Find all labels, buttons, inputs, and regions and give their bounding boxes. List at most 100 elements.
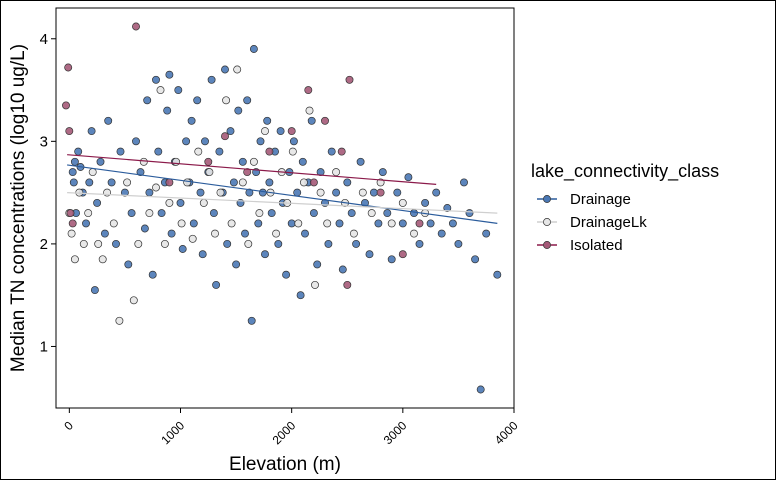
point-isolated-12 [304, 86, 313, 95]
point-isolated-3 [66, 209, 75, 218]
point-drainagelk-32 [233, 65, 242, 74]
point-drainage-10 [90, 286, 99, 295]
point-drainage-104 [378, 168, 387, 177]
point-drainagelk-36 [255, 209, 264, 218]
point-drainage-38 [182, 137, 191, 146]
point-drainage-31 [163, 106, 172, 115]
point-isolated-13 [309, 178, 318, 187]
point-drainage-108 [398, 219, 407, 228]
point-isolated-5 [132, 22, 140, 31]
legend-title: lake_connectivity_class [531, 161, 719, 182]
point-drainage-63 [247, 316, 256, 325]
point-isolated-6 [165, 178, 174, 187]
point-drainagelk-55 [387, 219, 396, 228]
point-drainage-16 [112, 239, 120, 248]
point-drainage-7 [82, 219, 90, 228]
point-drainage-117 [448, 219, 457, 228]
point-drainagelk-25 [194, 147, 203, 156]
point-drainage-37 [178, 245, 187, 253]
point-drainagelk-19 [160, 239, 169, 248]
point-drainage-29 [157, 209, 166, 218]
point-drainage-47 [207, 75, 216, 84]
point-drainage-2 [70, 157, 79, 166]
point-isolated-19 [398, 250, 407, 259]
point-drainagelk-31 [227, 219, 236, 228]
point-drainage-23 [140, 224, 149, 233]
point-drainagelk-5 [84, 209, 93, 218]
point-drainage-41 [189, 219, 198, 228]
point-drainage-92 [327, 147, 336, 156]
point-drainage-18 [120, 188, 129, 197]
point-isolated-17 [345, 75, 354, 84]
point-drainagelk-15 [139, 157, 148, 166]
point-drainage-96 [343, 178, 352, 187]
x-tick-label-1000: 1000 [158, 418, 187, 447]
point-drainage-118 [454, 239, 463, 248]
point-drainage-55 [229, 178, 238, 187]
point-drainage-9 [87, 127, 96, 136]
x-axis-label: Elevation (m) [229, 454, 341, 475]
trend-line-drainagelk [67, 192, 498, 214]
point-drainage-77 [282, 270, 291, 279]
point-drainagelk-11 [115, 316, 124, 325]
y-tick-label-1: 1 [40, 338, 48, 355]
point-drainage-17 [116, 147, 125, 156]
point-isolated-4 [68, 219, 77, 228]
legend-key-point-drainage [543, 195, 551, 203]
point-drainage-124 [493, 270, 502, 279]
point-drainage-93 [332, 188, 341, 197]
legend: lake_connectivity_class Drainage Drainage… [531, 161, 719, 254]
point-drainagelk-2 [70, 255, 79, 264]
point-drainagelk-29 [216, 188, 225, 197]
point-drainage-61 [243, 96, 252, 105]
point-drainagelk-49 [332, 168, 341, 177]
point-drainagelk-37 [261, 127, 269, 136]
point-drainage-8 [85, 178, 94, 187]
y-tick-label-2: 2 [40, 236, 48, 253]
y-axis: 1 2 3 4 [40, 31, 56, 355]
point-drainage-67 [256, 137, 265, 146]
point-drainagelk-45 [305, 106, 314, 115]
point-drainage-80 [289, 137, 298, 146]
trend-line-drainage [67, 164, 498, 224]
point-drainagelk-30 [222, 96, 231, 105]
y-axis-label: Median TN concentrations (log10 ug/L) [8, 44, 29, 372]
point-drainage-52 [221, 65, 229, 74]
point-drainage-19 [124, 260, 133, 269]
point-drainage-105 [383, 209, 392, 218]
point-drainagelk-28 [211, 229, 219, 238]
point-drainagelk-10 [109, 219, 118, 228]
point-drainage-113 [426, 219, 435, 228]
point-drainage-50 [215, 147, 224, 156]
legend-label-drainage: Drainage [570, 191, 631, 208]
point-drainagelk-22 [177, 219, 186, 228]
point-drainage-48 [209, 209, 218, 218]
point-drainage-26 [148, 270, 157, 279]
point-drainage-88 [313, 260, 322, 269]
trend-line-isolated [67, 154, 437, 186]
point-drainage-22 [136, 168, 145, 177]
point-drainagelk-12 [123, 178, 132, 187]
point-drainage-20 [127, 209, 136, 218]
point-drainagelk-35 [249, 157, 258, 166]
point-drainage-54 [226, 127, 235, 136]
point-drainage-81 [293, 188, 302, 197]
point-drainage-56 [232, 260, 241, 269]
point-drainagelk-1 [67, 229, 76, 238]
point-drainagelk-56 [398, 198, 407, 207]
point-isolated-8 [221, 132, 229, 141]
point-drainagelk-17 [152, 183, 160, 192]
point-drainage-82 [296, 291, 305, 300]
point-isolated-16 [343, 280, 352, 289]
point-drainage-71 [265, 178, 274, 187]
point-isolated-18 [376, 188, 385, 197]
point-drainagelk-13 [129, 296, 138, 305]
trend-layer [67, 154, 498, 224]
point-drainage-14 [104, 116, 113, 125]
point-isolated-0 [62, 101, 70, 110]
point-isolated-14 [321, 116, 329, 125]
point-drainage-15 [107, 178, 116, 187]
point-drainage-66 [254, 219, 263, 228]
point-drainage-72 [267, 209, 276, 218]
